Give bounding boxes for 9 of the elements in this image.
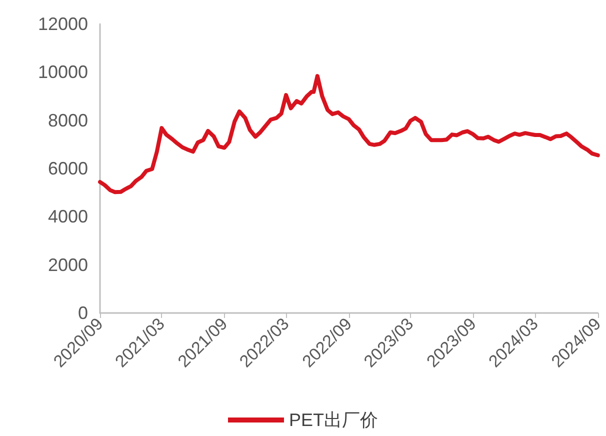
y-tick-label: 8000 <box>48 110 88 130</box>
line-series <box>98 74 600 194</box>
y-tick-label: 10000 <box>38 62 88 82</box>
y-tick-label: 4000 <box>48 206 88 227</box>
y-tick-label: 0 <box>78 303 88 323</box>
y-tick-label: 6000 <box>48 158 88 178</box>
y-tick-label: 12000 <box>38 14 88 34</box>
y-tick-label: 2000 <box>48 254 88 275</box>
legend-label: PET出厂价 <box>288 410 378 430</box>
